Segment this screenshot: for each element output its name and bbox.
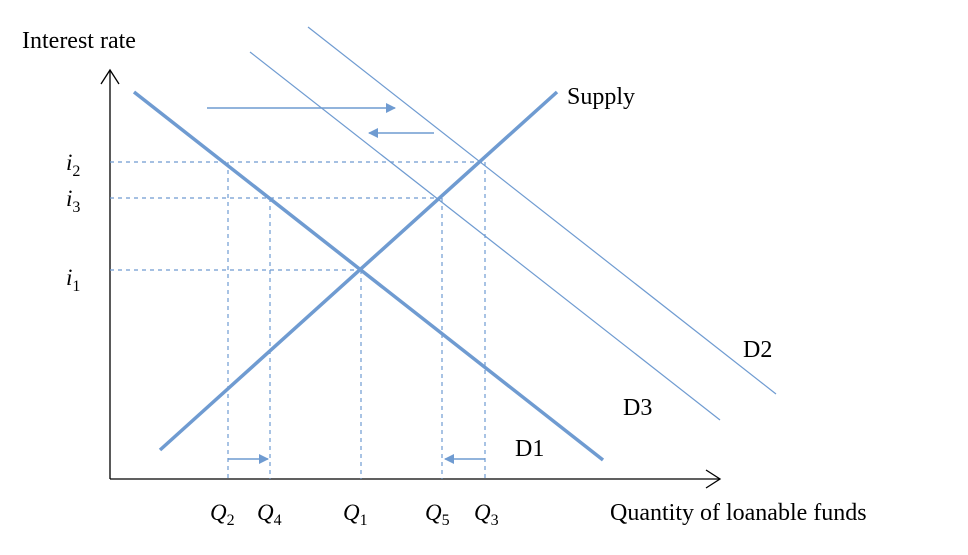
y-tick-i3: i3	[66, 186, 80, 216]
x-tick-q1: Q1	[343, 500, 368, 529]
supply-label: Supply	[567, 84, 635, 110]
x-axis-arrowhead	[705, 469, 722, 489]
demand-curve-d2	[307, 26, 777, 395]
axes	[100, 68, 722, 489]
dashed-guides	[110, 161, 486, 479]
supply-curve	[158, 90, 559, 452]
y-tick-i2: i2	[66, 150, 80, 180]
y-axis-arrowhead	[100, 68, 120, 85]
d2-label: D2	[743, 337, 772, 363]
x-tick-q3: Q3	[474, 500, 499, 529]
d3-label: D3	[623, 395, 652, 421]
demand-curve-d3	[249, 51, 721, 421]
x-tick-q4: Q4	[257, 500, 282, 529]
x-tick-q5: Q5	[425, 500, 450, 529]
y-tick-i1: i1	[66, 265, 80, 295]
demand-curve-d1	[132, 90, 605, 462]
d1-label: D1	[515, 436, 544, 462]
x-tick-q2: Q2	[210, 500, 235, 529]
x-axis-label: Quantity of loanable funds	[610, 500, 867, 526]
y-axis-label: Interest rate	[22, 28, 136, 54]
